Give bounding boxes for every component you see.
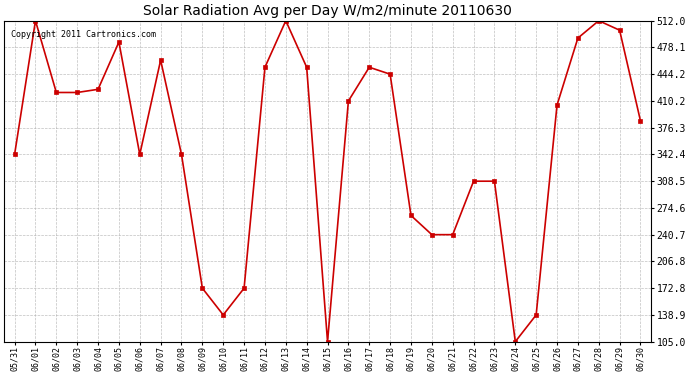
Title: Solar Radiation Avg per Day W/m2/minute 20110630: Solar Radiation Avg per Day W/m2/minute … [143, 4, 512, 18]
Text: Copyright 2011 Cartronics.com: Copyright 2011 Cartronics.com [10, 30, 156, 39]
